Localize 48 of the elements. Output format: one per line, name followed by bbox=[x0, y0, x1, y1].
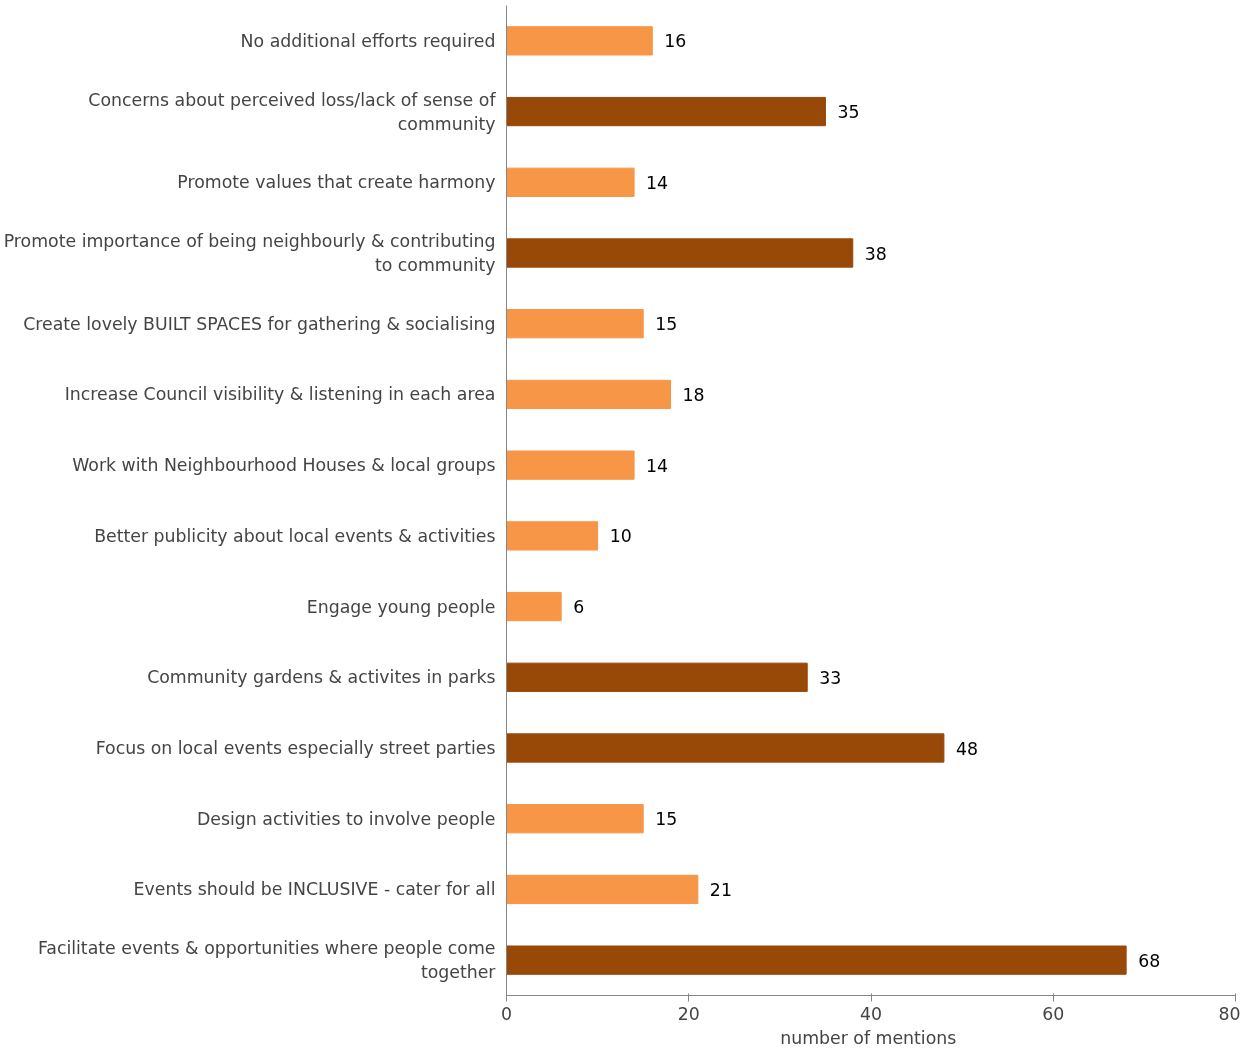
x-tick-label: 20 bbox=[677, 1003, 700, 1024]
data-label: 35 bbox=[837, 102, 860, 123]
bar bbox=[506, 238, 854, 268]
bar bbox=[506, 379, 672, 410]
data-label: 21 bbox=[709, 879, 732, 900]
data-label: 15 bbox=[655, 314, 678, 335]
x-tick-label: 40 bbox=[859, 1003, 883, 1024]
bar bbox=[506, 874, 699, 905]
bar bbox=[506, 167, 635, 197]
y-tick-label: Better publicity about local events & activities bbox=[94, 525, 496, 546]
x-tick-label: 0 bbox=[500, 1003, 513, 1024]
y-tick-label: No additional efforts required bbox=[240, 30, 496, 51]
y-tick-label: Concerns about perceived loss/lack of sense of community bbox=[88, 89, 497, 134]
data-label: 14 bbox=[646, 172, 669, 193]
x-tick-label: 80 bbox=[1218, 1003, 1241, 1024]
data-label: 38 bbox=[864, 243, 887, 264]
data-label: 15 bbox=[655, 809, 678, 830]
y-tick-label: Facilitate events & opportunities where people come together bbox=[37, 938, 497, 983]
bar bbox=[506, 309, 644, 339]
bar bbox=[506, 945, 1127, 975]
bar bbox=[506, 662, 808, 692]
bar bbox=[506, 96, 826, 127]
y-tick-label: Events should be INCLUSIVE - cater for all bbox=[133, 879, 496, 900]
data-label: 6 bbox=[573, 597, 585, 618]
data-label: 68 bbox=[1138, 950, 1161, 971]
x-axis-title: number of mentions bbox=[780, 1027, 957, 1048]
bar bbox=[506, 804, 644, 834]
data-label: 14 bbox=[646, 455, 669, 476]
data-label: 10 bbox=[609, 526, 632, 547]
y-tick-label: Create lovely BUILT SPACES for gathering & socialising bbox=[23, 313, 496, 334]
y-tick-label: Work with Neighbourhood Houses & local groups bbox=[72, 455, 496, 476]
data-label: 33 bbox=[819, 667, 842, 688]
bar bbox=[506, 733, 945, 763]
bar bbox=[506, 591, 562, 622]
bar bbox=[506, 450, 635, 480]
y-tick-label: Promote importance of being neighbourly & contributing to community bbox=[3, 231, 496, 275]
y-tick-label: Increase Council visibility & listening in each area bbox=[64, 384, 496, 405]
y-tick-label: Focus on local events especially street parties bbox=[95, 738, 496, 758]
y-tick-label: Design activities to involve people bbox=[197, 808, 496, 829]
bar bbox=[506, 521, 599, 551]
y-tick-label: Promote values that create harmony bbox=[177, 172, 496, 193]
data-label: 48 bbox=[955, 738, 978, 759]
y-tick-label: Engage young people bbox=[306, 596, 496, 617]
y-tick-label: Community gardens & activites in parks bbox=[147, 667, 496, 688]
bar bbox=[506, 26, 653, 56]
x-tick-label: 60 bbox=[1042, 1003, 1065, 1024]
data-label: 16 bbox=[664, 31, 687, 52]
data-label: 18 bbox=[682, 384, 705, 405]
